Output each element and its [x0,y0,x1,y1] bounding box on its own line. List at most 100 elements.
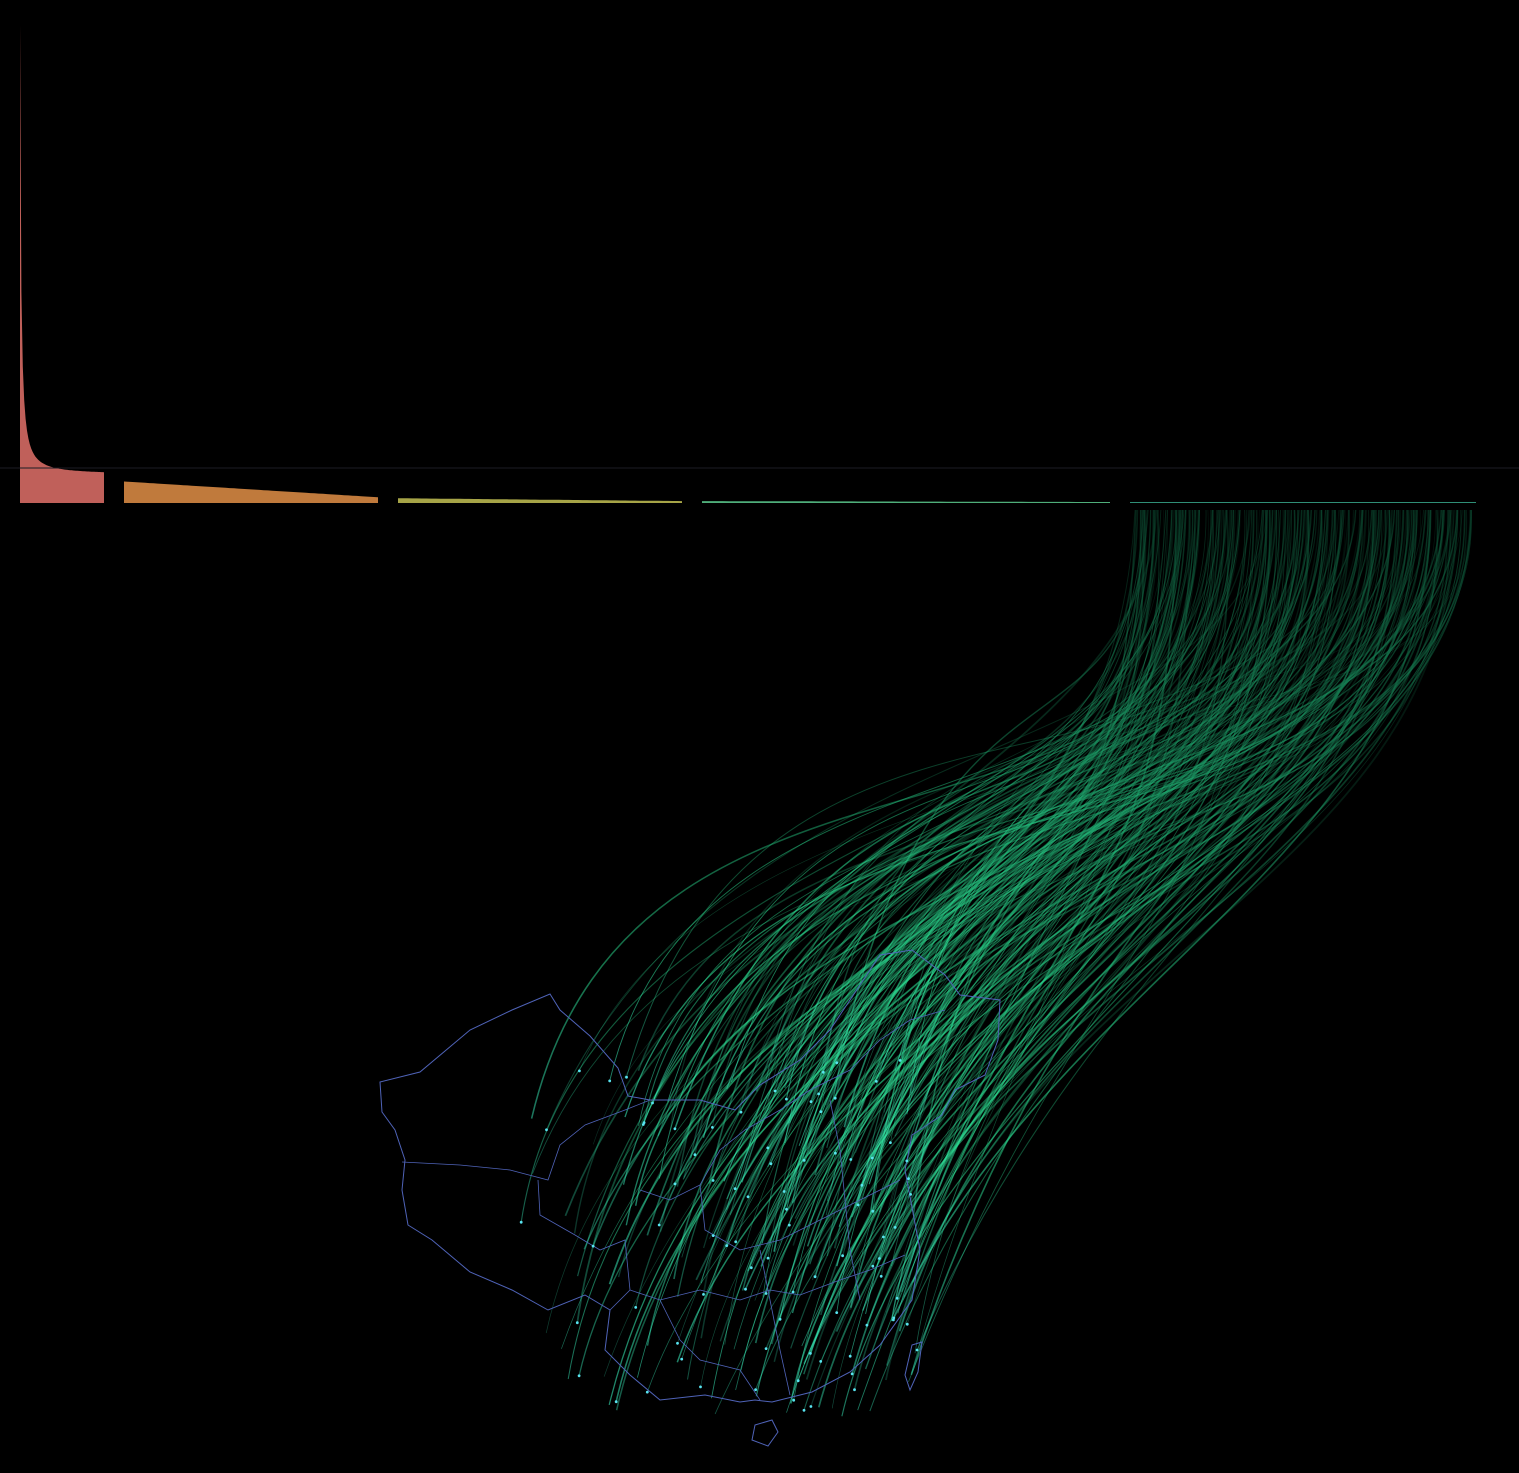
city-dot [819,1360,823,1363]
flow-curve [673,509,1450,1280]
city-dot [882,1235,885,1239]
city-dot [591,1244,595,1248]
flow-curve [866,509,1377,1326]
city-dot [577,1374,581,1378]
flow-curve [808,509,1467,1155]
flow-curve [667,509,1183,1102]
flow-curve [546,509,1268,1131]
city-dot [711,1179,715,1182]
flow-curve [886,509,1234,1366]
city-dot [860,1183,864,1187]
distribution-segment [124,481,378,503]
flow-curve [669,509,1366,1133]
city-dot [764,1292,768,1295]
city-dot [850,1372,854,1376]
city-dot [642,1121,646,1124]
flow-curve [876,509,1175,1261]
city-dot [792,1398,796,1402]
map-outline [379,949,1001,1403]
flow-curve [643,509,1323,1123]
flow-curve [592,509,1156,1247]
city-dot [645,1390,649,1394]
distribution-area-chart [20,25,1476,503]
city-dot [766,1256,770,1260]
flow-curve [878,509,1192,1259]
flow-curve [869,509,1323,1412]
distribution-segment [702,501,1110,503]
city-dot [739,1110,743,1114]
city-dot [782,1190,786,1193]
flow-curve [790,509,1155,1349]
flow-curve [674,509,1187,1130]
flow-curve [841,509,1413,1417]
distribution-segment [1130,502,1476,503]
city-dot [848,1354,852,1358]
flow-curve [676,509,1146,1187]
city-dot [819,1110,823,1113]
city-dot [874,1080,878,1083]
flow-curve [726,509,1431,1090]
city-dot [773,1089,777,1093]
flow-curve [723,509,1396,1182]
flow-curve [545,509,1227,1334]
china-map [379,949,1001,1447]
map-internal-border [629,1254,906,1301]
flow-curve [908,509,1254,1383]
flow-curve [838,509,1462,1227]
city-dot [833,1151,837,1155]
map-taiwan [904,1341,923,1392]
flow-curve [714,509,1226,1415]
flow-curve [681,509,1149,1360]
flow-curve [801,509,1286,1347]
flow-curve [834,509,1310,1099]
city-dot [711,1234,715,1237]
flow-curve [712,509,1424,1181]
flow-curve [825,509,1440,1106]
city-dot [796,1379,800,1383]
city-dot [813,1275,817,1279]
city-dot [809,1405,813,1408]
city-dot [578,1069,581,1073]
city-dot [821,1070,825,1074]
flow-curve [711,509,1389,1128]
map-internal-border [639,1009,946,1201]
city-dot [733,1187,737,1191]
city-dot [905,1159,909,1163]
city-dot [769,1162,773,1166]
city-dots [519,1059,919,1412]
flow-curve [833,509,1232,1249]
flow-curve [789,509,1387,1404]
city-dot [766,1146,770,1150]
city-dot [651,1101,654,1105]
city-dot [809,1100,813,1103]
city-dot [749,1266,753,1270]
city-dot [754,1388,757,1392]
map-internal-border [401,1099,651,1181]
distribution-segment [398,498,682,503]
flow-curve [785,509,1390,1100]
flow-lines [520,509,1473,1417]
city-dot [778,1317,782,1321]
flow-curve [726,509,1383,1210]
flow-curve [708,509,1264,1184]
flow-curve [875,509,1265,1082]
city-dot [657,1223,661,1227]
city-dot [809,1352,812,1355]
city-dot [895,1296,899,1300]
flow-curve [855,509,1278,1209]
city-dot [673,1127,677,1131]
flow-curve [906,509,1137,1162]
flow-curve [786,509,1472,1413]
flow-curve [578,509,1194,1376]
flow-curve [803,509,1274,1375]
city-dot [802,1408,806,1412]
city-dot [680,1357,684,1361]
city-dot [841,1254,844,1258]
city-dot [725,1244,729,1247]
flow-curve [530,509,1228,1119]
map-internal-border [759,1249,791,1396]
city-dot [785,1097,788,1101]
city-dot [856,1203,860,1207]
flow-curve [609,509,1241,1082]
flow-curve [622,509,1345,1185]
